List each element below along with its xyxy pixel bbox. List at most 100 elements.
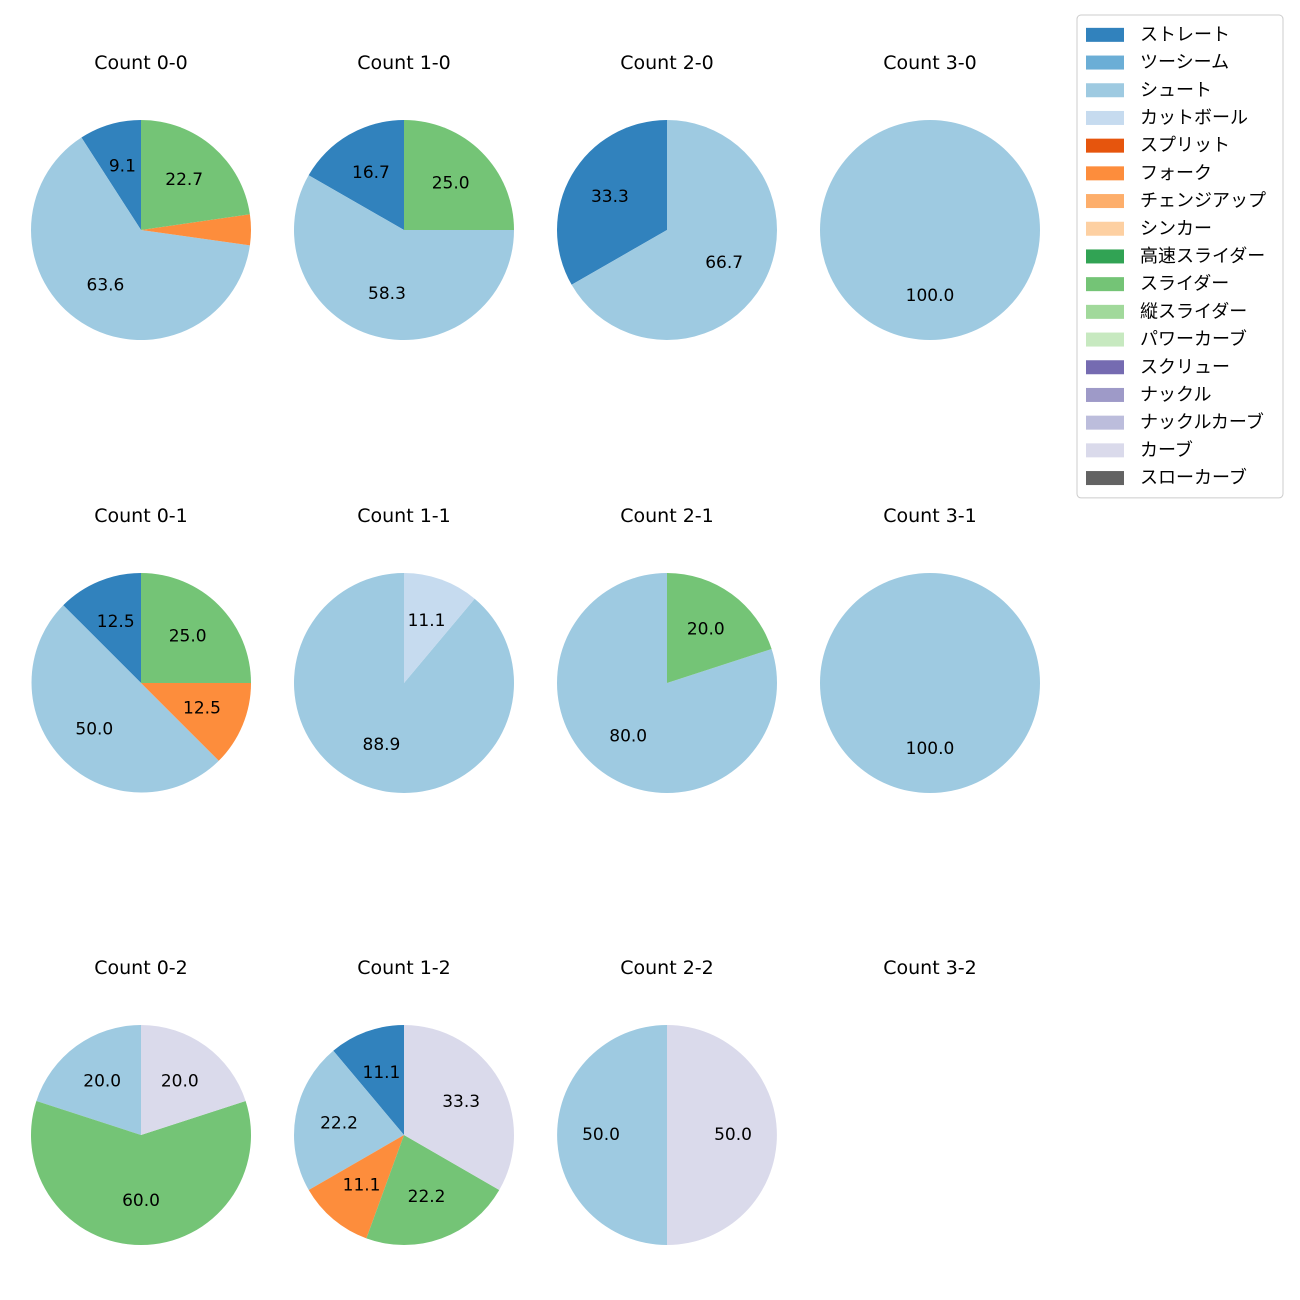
panel-title: Count 2-1: [620, 505, 714, 527]
legend-swatch: [1086, 277, 1124, 292]
pie-panel: Count 0-1 12.5 50.0 12.5 25.0: [31, 505, 251, 793]
legend-swatch: [1086, 443, 1124, 458]
pie-panel: Count 2-1 80.0 20.0: [557, 505, 778, 793]
pie-slice: [141, 214, 251, 246]
legend-swatch: [1086, 360, 1124, 375]
legend-swatch: [1086, 304, 1124, 319]
slice-label: 20.0: [161, 1072, 199, 1092]
pie-panel: Count 1-2 11.1 22.2 11.1 22.2 33.3: [294, 957, 514, 1246]
legend-swatch: [1086, 332, 1124, 347]
slice-label: 88.9: [363, 735, 401, 755]
legend-swatch: [1086, 387, 1124, 402]
slice-label: 12.5: [97, 612, 135, 632]
pie-slice: [294, 1050, 404, 1190]
slice-label: 20.0: [687, 620, 725, 640]
pie-slice: [81, 120, 141, 230]
pie-panel: Count 2-2 50.0 50.0: [557, 957, 777, 1245]
slice-label: 12.5: [183, 698, 221, 718]
panel-title: Count 3-0: [883, 52, 977, 74]
legend-swatch: [1086, 110, 1124, 125]
slice-label: 9.1: [109, 157, 136, 177]
legend-swatch: [1086, 27, 1124, 42]
legend-swatch: [1086, 249, 1124, 264]
legend-label: スローカーブ: [1140, 467, 1247, 489]
panel-title: Count 2-0: [620, 52, 714, 74]
slice-label: 11.1: [408, 611, 446, 631]
legend-label: 縦スライダー: [1140, 301, 1247, 322]
slice-label: 16.7: [352, 163, 390, 183]
slice-label: 11.1: [343, 1176, 381, 1196]
pie-slice: [404, 1025, 514, 1190]
legend-swatch: [1086, 138, 1124, 153]
pie-slice: [141, 573, 251, 683]
panel-title: Count 3-1: [883, 505, 977, 527]
slice-label: 50.0: [75, 720, 113, 740]
slice-label: 63.6: [87, 276, 125, 296]
legend: ストレートツーシームシュートカットボールスプリットフォークチェンジアップシンカー…: [1076, 14, 1284, 499]
legend-label: ナックルカーブ: [1140, 411, 1264, 433]
legend-label: ツーシーム: [1140, 52, 1229, 73]
panel-title: Count 0-1: [94, 505, 188, 527]
pie-slice: [141, 1025, 246, 1135]
panel-title: Count 0-0: [94, 52, 188, 74]
pie-slice: [667, 1025, 777, 1245]
legend-label: カーブ: [1140, 439, 1193, 461]
pie-panel: Count 1-1 88.9 11.1: [293, 505, 514, 793]
pie-slice: [30, 137, 250, 341]
legend-label: スプリット: [1140, 135, 1230, 156]
legend-swatch: [1086, 471, 1124, 486]
pie-slice: [820, 120, 1040, 340]
pie-slice: [557, 573, 778, 793]
slice-label: 20.0: [83, 1072, 121, 1092]
slice-label: 11.1: [363, 1063, 401, 1083]
slice-label: 25.0: [169, 626, 207, 646]
pie-slice: [308, 1135, 404, 1239]
pie-panel: Count 0-0 9.1 63.6 22.7: [30, 52, 251, 341]
pie-slice: [333, 1025, 404, 1135]
legend-swatch: [1086, 221, 1124, 236]
pie-slice: [571, 120, 777, 340]
slice-label: 58.3: [368, 284, 406, 304]
pie-panel: Count 3-2: [883, 957, 977, 979]
legend-label: パワーカーブ: [1140, 328, 1247, 350]
legend-label: 高速スライダー: [1140, 246, 1265, 267]
pie-slice: [404, 120, 514, 230]
pie-slice: [557, 1025, 667, 1245]
legend-swatch: [1086, 194, 1124, 209]
pie-slice: [404, 573, 475, 683]
slice-label: 60.0: [122, 1191, 160, 1211]
panel-title: Count 1-1: [357, 505, 451, 527]
pie-slice: [30, 1101, 252, 1245]
slice-label: 80.0: [609, 726, 647, 746]
pie-slice: [294, 175, 514, 340]
pie-slice: [366, 1135, 500, 1246]
pie-slice: [556, 120, 667, 285]
slice-label: 100.0: [906, 286, 955, 306]
slice-label: 22.2: [320, 1114, 358, 1134]
pie-slice: [308, 120, 404, 230]
legend-swatch: [1086, 55, 1124, 70]
pie-panel: Count 2-0 33.3 66.7: [556, 52, 777, 340]
panel-title: Count 0-2: [94, 957, 188, 979]
slice-label: 33.3: [591, 187, 629, 207]
panel-title: Count 2-2: [620, 957, 714, 979]
pie-panel: Count 1-0 16.7 58.3 25.0: [294, 52, 514, 340]
slice-label: 66.7: [705, 253, 743, 273]
legend-swatch: [1086, 83, 1124, 98]
pie-slice: [141, 120, 250, 230]
legend-label: シンカー: [1140, 218, 1212, 239]
pie-panel: Count 3-0 100.0: [820, 52, 1040, 340]
legend-label: シュート: [1140, 80, 1212, 101]
legend-frame: [1076, 14, 1284, 499]
pie-slice: [63, 573, 141, 683]
legend-swatch: [1086, 166, 1124, 181]
legend-label: ストレート: [1140, 24, 1230, 45]
legend-label: スライダー: [1140, 274, 1229, 295]
legend-label: フォーク: [1140, 163, 1212, 184]
pie-slice: [36, 1025, 141, 1135]
pie-slice: [820, 573, 1040, 793]
slice-label: 33.3: [442, 1092, 480, 1112]
pie-slice: [667, 573, 772, 683]
slice-label: 50.0: [714, 1125, 752, 1145]
